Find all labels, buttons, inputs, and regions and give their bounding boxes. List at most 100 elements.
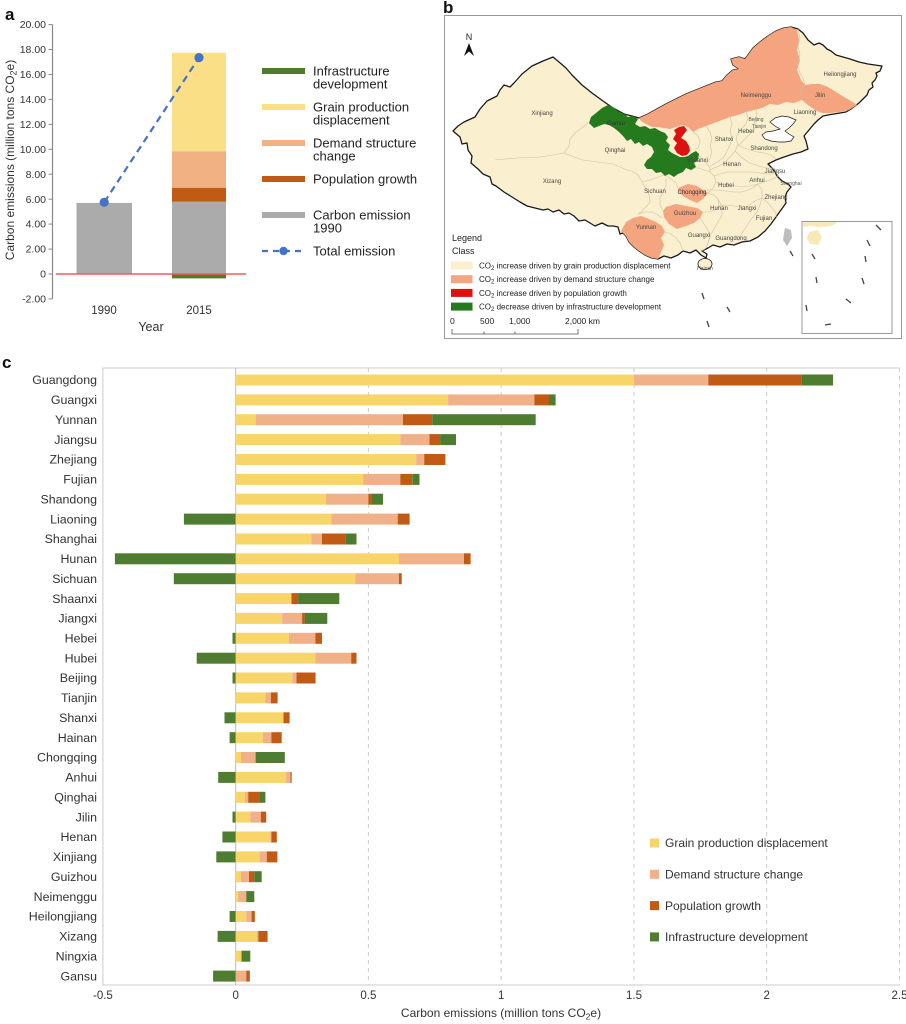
svg-text:Ningxia: Ningxia <box>56 949 97 963</box>
svg-text:Tianjin: Tianjin <box>752 124 767 130</box>
svg-text:1: 1 <box>498 990 504 1002</box>
svg-text:0: 0 <box>450 316 455 326</box>
svg-text:change: change <box>313 149 356 164</box>
svg-text:Total emission: Total emission <box>313 244 395 259</box>
svg-text:2.00: 2.00 <box>26 244 47 256</box>
svg-text:Zhejiang: Zhejiang <box>49 453 97 467</box>
svg-text:1990: 1990 <box>91 305 117 317</box>
svg-text:Guizhou: Guizhou <box>51 870 97 884</box>
svg-text:Carbon emission: Carbon emission <box>313 208 411 223</box>
svg-text:Hebei: Hebei <box>738 129 754 135</box>
svg-text:Hainan: Hainan <box>58 731 97 745</box>
svg-text:Tianjin: Tianjin <box>61 691 97 705</box>
svg-text:Henan: Henan <box>723 162 741 168</box>
svg-text:4.00: 4.00 <box>26 219 47 231</box>
svg-text:0.5: 0.5 <box>360 990 376 1002</box>
svg-text:Hainan: Hainan <box>697 266 713 272</box>
svg-text:Carbon emissions (million tons: Carbon emissions (million tons CO2e) <box>3 60 19 260</box>
svg-text:-0.5: -0.5 <box>93 990 113 1002</box>
svg-text:2.5: 2.5 <box>892 990 906 1002</box>
svg-text:Gansu: Gansu <box>607 121 625 127</box>
svg-text:Guangxi: Guangxi <box>688 233 710 239</box>
svg-text:CO2 increase driven by populat: CO2 increase driven by population growth <box>479 289 627 300</box>
svg-text:Hubei: Hubei <box>718 183 734 189</box>
svg-text:2: 2 <box>763 990 769 1002</box>
svg-text:Qinghai: Qinghai <box>54 791 97 805</box>
svg-text:Infrastructure development: Infrastructure development <box>665 930 808 944</box>
svg-text:Hunan: Hunan <box>710 206 728 212</box>
svg-text:Grain production: Grain production <box>313 100 409 115</box>
svg-text:Zhejiang: Zhejiang <box>764 195 787 201</box>
svg-text:16.00: 16.00 <box>20 69 46 81</box>
svg-text:Grain production displacement: Grain production displacement <box>665 836 828 850</box>
svg-text:Henan: Henan <box>60 830 97 844</box>
svg-text:10.00: 10.00 <box>20 144 46 156</box>
svg-text:N: N <box>466 32 473 42</box>
svg-text:1990: 1990 <box>313 221 342 236</box>
svg-text:Carbon emissions (million tons: Carbon emissions (million tons CO2e) <box>401 1006 601 1022</box>
svg-text:displacement: displacement <box>313 113 390 128</box>
svg-text:Neimenggu: Neimenggu <box>741 93 772 99</box>
svg-text:Guizhou: Guizhou <box>674 211 696 217</box>
svg-text:Heilongjiang: Heilongjiang <box>29 910 97 924</box>
svg-text:Chongqing: Chongqing <box>677 190 706 196</box>
svg-text:Jiangsu: Jiangsu <box>765 169 786 175</box>
svg-text:c: c <box>2 353 11 372</box>
svg-text:500: 500 <box>480 316 494 326</box>
svg-text:Fujian: Fujian <box>63 473 97 487</box>
svg-text:Fujian: Fujian <box>756 216 772 222</box>
svg-text:Neimenggu: Neimenggu <box>34 890 97 904</box>
svg-text:Jiangsu: Jiangsu <box>54 433 97 447</box>
svg-text:Heilongjiang: Heilongjiang <box>823 72 856 78</box>
svg-text:Population growth: Population growth <box>665 899 761 913</box>
svg-text:Jilin: Jilin <box>815 93 825 99</box>
svg-text:1.5: 1.5 <box>626 990 642 1002</box>
svg-text:Xinjiang: Xinjiang <box>53 850 97 864</box>
svg-text:Sichuan: Sichuan <box>52 572 97 586</box>
svg-text:Hunan: Hunan <box>60 552 97 566</box>
svg-text:Guangxi: Guangxi <box>51 393 97 407</box>
svg-text:Year: Year <box>138 320 163 334</box>
svg-text:2,000 km: 2,000 km <box>565 316 600 326</box>
svg-text:14.00: 14.00 <box>20 94 46 106</box>
svg-text:CO2 decrease driven by infrast: CO2 decrease driven by infrastructure de… <box>479 303 662 314</box>
svg-text:2015: 2015 <box>186 305 212 317</box>
svg-text:Class: Class <box>452 246 475 256</box>
svg-text:Anhui: Anhui <box>749 178 764 184</box>
svg-text:b: b <box>443 0 453 17</box>
svg-text:Guangdong: Guangdong <box>715 236 746 242</box>
svg-text:Gansu: Gansu <box>60 969 97 983</box>
svg-text:Qinghai: Qinghai <box>605 148 626 154</box>
svg-text:Chongqing: Chongqing <box>37 751 97 765</box>
svg-text:Guangdong: Guangdong <box>32 373 97 387</box>
svg-text:Shaanxi: Shaanxi <box>52 592 97 606</box>
svg-text:Liaoning: Liaoning <box>794 110 817 116</box>
svg-text:Infrastructure: Infrastructure <box>313 64 390 79</box>
svg-text:Shanghai: Shanghai <box>780 181 801 187</box>
svg-text:Xizang: Xizang <box>543 179 561 185</box>
svg-text:Liaoning: Liaoning <box>50 512 97 526</box>
svg-text:Beijing: Beijing <box>748 117 763 123</box>
svg-text:Population growth: Population growth <box>313 172 417 187</box>
svg-text:a: a <box>5 5 15 24</box>
svg-text:Shaanxi: Shaanxi <box>686 158 708 164</box>
svg-text:20.00: 20.00 <box>20 19 46 31</box>
svg-text:6.00: 6.00 <box>26 194 47 206</box>
svg-text:Yunnan: Yunnan <box>55 413 97 427</box>
svg-text:Hebei: Hebei <box>65 632 97 646</box>
svg-text:Shanxi: Shanxi <box>715 137 733 143</box>
svg-text:development: development <box>313 77 388 92</box>
svg-text:Beijing: Beijing <box>60 671 97 685</box>
svg-text:1,000: 1,000 <box>509 316 531 326</box>
svg-text:Shandong: Shandong <box>40 492 97 506</box>
svg-text:CO2 increase driven by demand: CO2 increase driven by demand structure … <box>479 275 655 286</box>
svg-text:Sichuan: Sichuan <box>644 189 666 195</box>
svg-text:Hubei: Hubei <box>65 651 97 665</box>
svg-text:12.00: 12.00 <box>20 119 46 131</box>
svg-text:Xizang: Xizang <box>59 930 97 944</box>
svg-text:Jiangxi: Jiangxi <box>738 206 757 212</box>
svg-text:0: 0 <box>40 269 46 281</box>
svg-text:18.00: 18.00 <box>20 44 46 56</box>
svg-text:Jilin: Jilin <box>76 810 97 824</box>
svg-text:Yunnan: Yunnan <box>636 225 656 231</box>
